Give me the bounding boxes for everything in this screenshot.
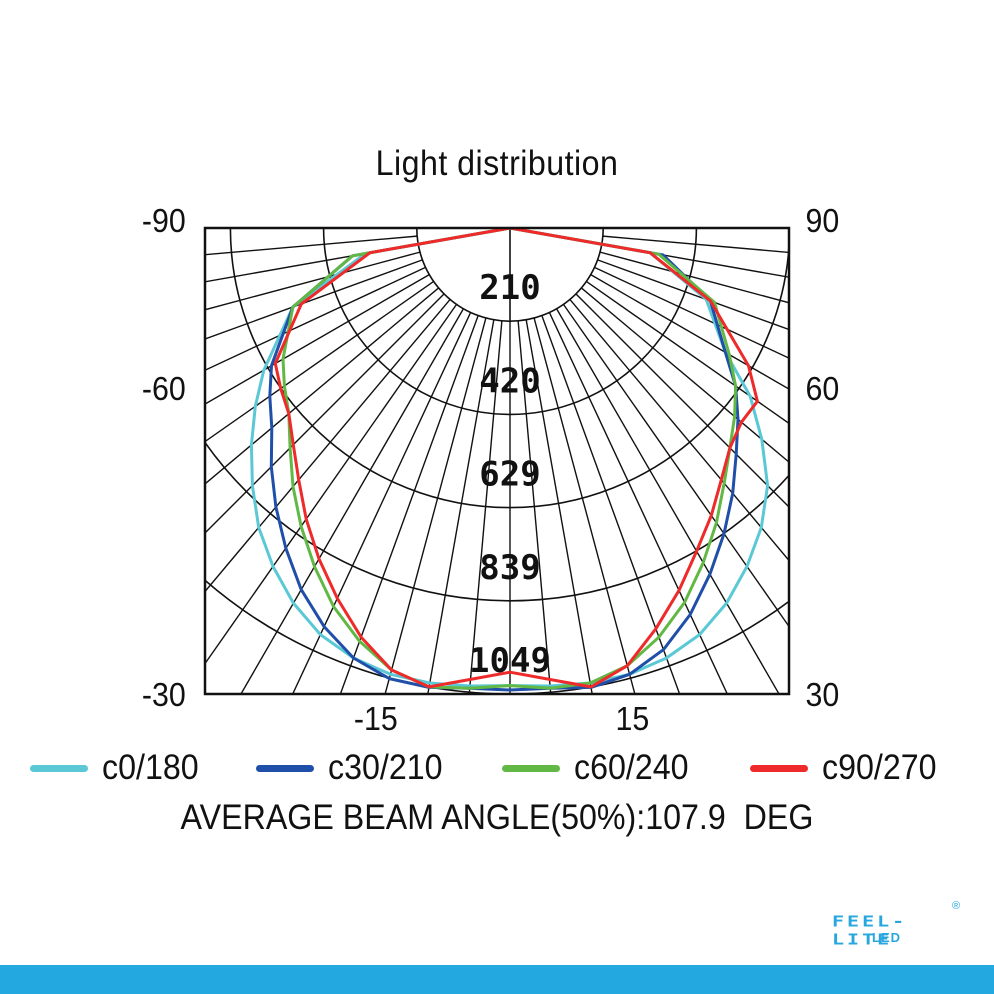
legend-swatch-c0: [30, 764, 88, 772]
footer-bar: [0, 965, 994, 994]
axis-label-right-mid: 60: [805, 370, 840, 407]
legend-swatch-c60: [502, 764, 560, 772]
legend-label-c30: c30/210: [328, 748, 443, 787]
legend-swatch-c90: [750, 764, 808, 772]
ring-labels: 210 420 629 839 1049: [469, 268, 551, 681]
legend-label-c90: c90/270: [822, 748, 937, 787]
axis-label-left-bottom: -30: [141, 676, 186, 713]
legend-item-c90: c90/270: [750, 748, 947, 788]
logo-sub-text: LED: [872, 930, 901, 945]
chart-title: Light distribution: [375, 144, 619, 183]
intensity-curves: [249, 228, 770, 692]
brand-logo: FEEL-LITE ® LED: [832, 900, 962, 956]
legend-swatch-c30: [256, 764, 314, 772]
axis-label-left-mid: -60: [141, 370, 186, 407]
svg-text:839: 839: [479, 548, 540, 588]
axis-label-right-bottom: 30: [805, 676, 840, 713]
legend-item-c60: c60/240: [502, 748, 699, 788]
axis-label-right-top: 90: [805, 202, 840, 239]
svg-text:1049: 1049: [469, 641, 551, 681]
chart-frame: [203, 226, 791, 696]
registered-icon: ®: [952, 900, 961, 912]
svg-text:420: 420: [479, 361, 540, 401]
legend: c0/180 c30/210 c60/240 c90/270: [0, 748, 994, 788]
logo-main-text: FEEL-LITE: [832, 912, 908, 948]
axis-label-bottom-left: -15: [353, 700, 398, 737]
svg-text:210: 210: [479, 268, 540, 308]
svg-text:629: 629: [479, 455, 540, 495]
legend-item-c30: c30/210: [256, 748, 453, 788]
axis-label-left-top: -90: [141, 202, 186, 239]
legend-label-c0: c0/180: [102, 748, 199, 787]
legend-label-c60: c60/240: [574, 748, 689, 787]
legend-item-c0: c0/180: [30, 748, 207, 788]
axis-label-bottom-right: 15: [615, 700, 650, 737]
beam-angle-text: AVERAGE BEAM ANGLE(50%):107.9 DEG: [180, 798, 814, 837]
